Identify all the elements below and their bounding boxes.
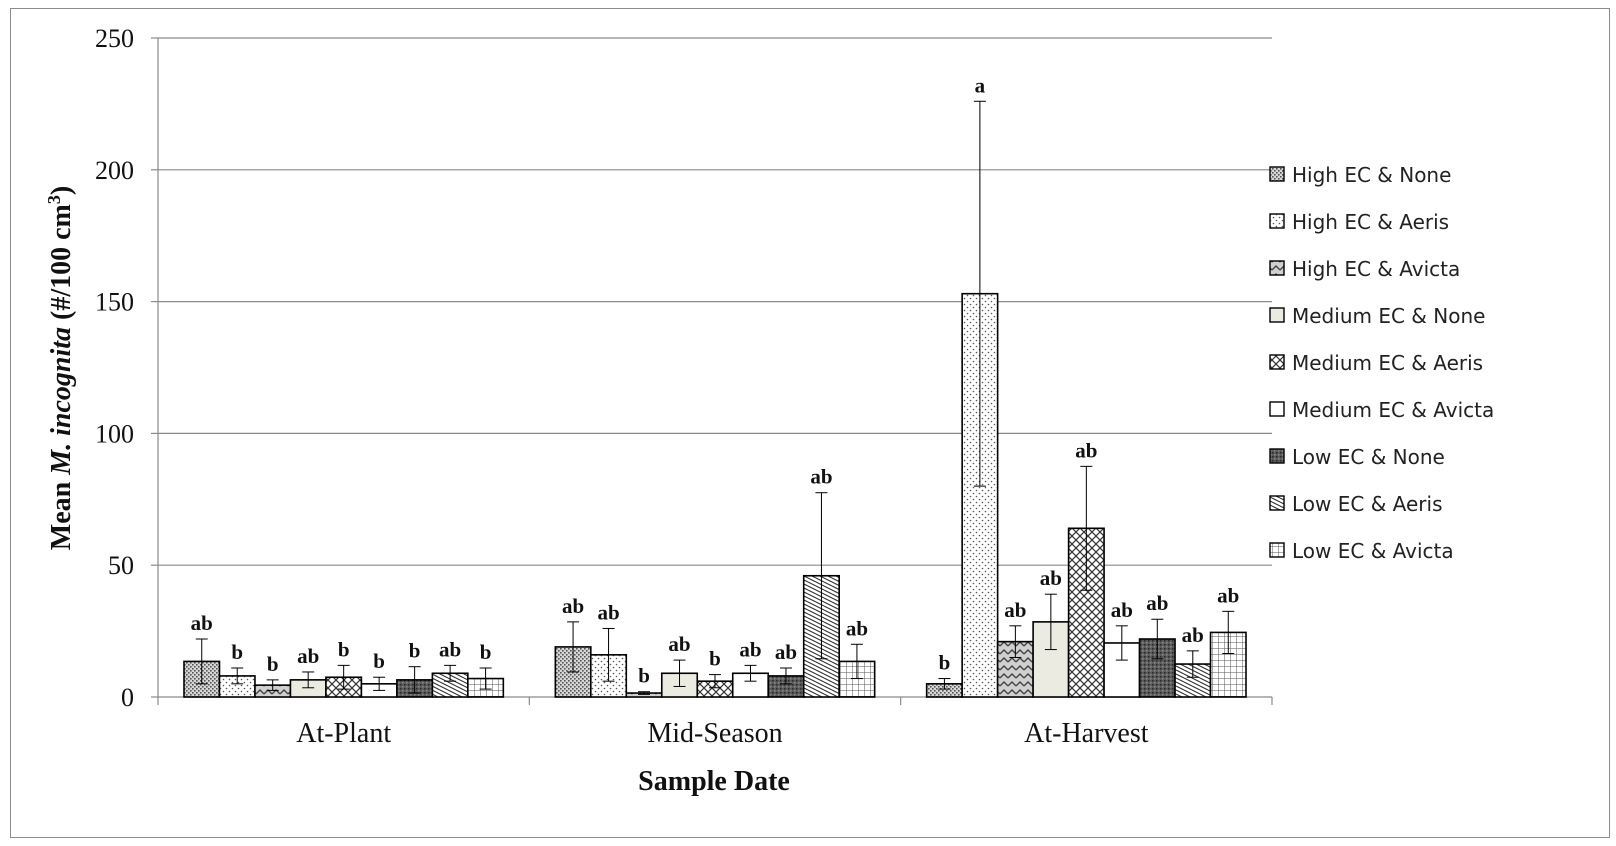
significance-label: ab <box>562 594 584 618</box>
significance-label: b <box>709 647 721 671</box>
legend-label: High EC & Avicta <box>1292 257 1460 281</box>
significance-label: ab <box>739 637 761 661</box>
significance-label: b <box>409 639 421 663</box>
significance-label: b <box>231 640 243 664</box>
significance-label: ab <box>439 637 461 661</box>
significance-label: ab <box>1111 598 1133 622</box>
significance-label: a <box>975 73 986 97</box>
legend-label: High EC & None <box>1292 163 1451 187</box>
y-tick-label: 0 <box>121 683 134 712</box>
y-tick-label: 100 <box>95 419 134 448</box>
legend-label: Low EC & None <box>1292 445 1445 469</box>
significance-label: ab <box>846 616 868 640</box>
significance-label: ab <box>1217 583 1239 607</box>
significance-label: ab <box>597 600 619 624</box>
significance-label: b <box>373 649 385 673</box>
legend-swatch <box>1269 401 1285 417</box>
legend-swatch <box>1269 213 1285 229</box>
legend-swatch <box>1269 495 1285 511</box>
x-tick-label: At-Harvest <box>1024 718 1149 749</box>
legend-swatch <box>1269 166 1285 182</box>
significance-label: ab <box>1075 438 1097 462</box>
significance-label: ab <box>1004 598 1026 622</box>
legend-swatch <box>1269 260 1285 276</box>
chart-frame <box>10 8 1610 838</box>
significance-label: ab <box>297 644 319 668</box>
legend: High EC & None High EC & Aeris High EC & A… <box>1269 163 1494 563</box>
significance-label: b <box>338 637 350 661</box>
significance-label: b <box>939 651 951 675</box>
y-tick-label: 200 <box>95 156 134 185</box>
x-tick-label: Mid-Season <box>647 718 782 749</box>
bars <box>183 100 1247 698</box>
legend-swatch <box>1269 542 1285 558</box>
y-axis-title-italic: M. incognita <box>46 327 77 476</box>
y-tick-label: 50 <box>108 551 134 580</box>
significance-label: b <box>267 652 279 676</box>
legend-label: Medium EC & None <box>1292 304 1485 328</box>
legend-label: Low EC & Avicta <box>1292 539 1454 563</box>
legend-label: Medium EC & Aeris <box>1292 351 1483 375</box>
legend-swatch <box>1269 448 1285 464</box>
y-axis-title-pre: Mean <box>46 475 77 550</box>
significance-label: ab <box>810 465 832 489</box>
legend-label: Medium EC & Avicta <box>1292 398 1494 422</box>
y-axis-title-close: ) <box>46 186 77 195</box>
significance-label: ab <box>191 611 213 635</box>
y-axis-title-sup: 3 <box>44 195 64 204</box>
y-tick-label: 150 <box>95 288 134 317</box>
significance-label: b <box>480 640 492 664</box>
legend-swatch <box>1269 354 1285 370</box>
gridlines <box>158 37 1272 566</box>
y-axis-title-post: (#/100 cm <box>46 204 77 327</box>
x-axis-title: Sample Date <box>638 766 790 797</box>
significance-label: ab <box>775 640 797 664</box>
legend-swatch <box>1269 307 1285 323</box>
y-axis-title: Mean M. incognita (#/100 cm3) <box>44 186 77 550</box>
x-tick-label: At-Plant <box>296 718 391 749</box>
y-tick-label: 250 <box>95 24 134 53</box>
significance-label: b <box>638 664 650 688</box>
significance-label: ab <box>1182 623 1204 647</box>
significance-label: ab <box>668 632 690 656</box>
significance-label: ab <box>1040 566 1062 590</box>
legend-label: High EC & Aeris <box>1292 210 1449 234</box>
significance-label: ab <box>1146 591 1168 615</box>
legend-label: Low EC & Aeris <box>1292 492 1443 516</box>
bar <box>1209 631 1247 698</box>
